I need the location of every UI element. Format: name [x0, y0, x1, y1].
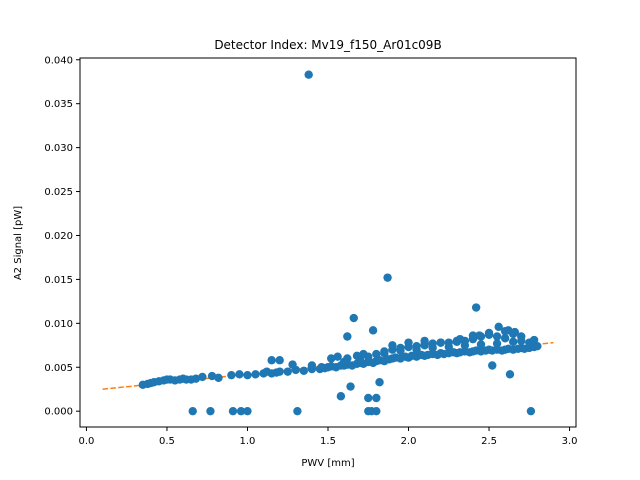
data-point — [508, 337, 518, 346]
x-tick-label: 3.0 — [562, 436, 578, 447]
data-point — [436, 338, 445, 347]
data-point — [388, 341, 397, 350]
data-point — [444, 342, 453, 352]
data-point — [299, 366, 309, 375]
x-tick-label: 1.0 — [240, 436, 256, 447]
data-point — [343, 354, 352, 363]
outlier-point — [375, 377, 384, 387]
data-point — [533, 341, 542, 351]
outlier-point — [349, 313, 358, 323]
data-point — [517, 336, 526, 346]
data-point — [207, 371, 217, 381]
y-tick-label: 0.030 — [44, 143, 73, 154]
outlier-point — [372, 406, 381, 416]
data-point — [327, 354, 336, 363]
data-point — [191, 374, 201, 383]
x-tick-label: 1.5 — [320, 436, 336, 447]
x-axis-label: PWV [mm] — [301, 458, 354, 469]
y-tick-label: 0.035 — [44, 99, 73, 110]
data-point — [275, 356, 284, 365]
data-point — [510, 327, 520, 337]
data-point — [428, 343, 437, 353]
data-point — [380, 349, 389, 358]
outlier-point — [368, 326, 378, 335]
points-layer — [138, 70, 542, 416]
y-tick-label: 0.020 — [44, 231, 73, 242]
outlier-point — [364, 393, 373, 403]
x-tick-label: 2.5 — [481, 436, 497, 447]
outlier-point — [383, 273, 392, 282]
data-point — [235, 370, 244, 379]
data-point — [484, 328, 494, 338]
y-axis-ticks: 0.000 0.005 0.010 0.015 0.020 0.025 0.030 0.035… — [44, 55, 80, 418]
data-point — [460, 341, 470, 350]
data-point — [500, 334, 510, 343]
data-point — [529, 335, 539, 345]
data-point — [267, 356, 276, 365]
outlier-point — [372, 393, 381, 403]
outlier-point — [228, 406, 238, 416]
outlier-point — [488, 361, 497, 370]
data-point — [372, 349, 381, 359]
data-point — [404, 338, 413, 347]
y-tick-label: 0.000 — [44, 407, 73, 418]
data-point — [412, 345, 421, 354]
data-point — [317, 363, 326, 372]
data-point — [275, 367, 284, 376]
outlier-point — [304, 70, 313, 79]
data-point — [214, 373, 223, 382]
outlier-point — [343, 332, 352, 341]
data-point — [504, 326, 513, 335]
y-tick-label: 0.010 — [44, 319, 73, 330]
x-tick-label: 0.5 — [159, 436, 175, 447]
data-point — [492, 332, 502, 341]
data-point — [455, 334, 465, 344]
outlier-point — [346, 382, 355, 391]
data-point — [243, 370, 252, 380]
data-point — [198, 372, 207, 382]
y-tick-label: 0.040 — [44, 55, 73, 66]
data-point — [476, 340, 486, 349]
data-point — [333, 352, 342, 361]
outlier-point — [505, 370, 515, 379]
outlier-point — [188, 406, 197, 416]
outlier-point — [526, 406, 536, 416]
x-tick-label: 0.0 — [78, 436, 94, 447]
data-point — [288, 360, 297, 369]
data-point — [251, 370, 260, 379]
x-tick-label: 2.0 — [401, 436, 417, 447]
x-axis-ticks: 0.0 0.5 1.0 1.5 2.0 2.5 3.0 — [78, 427, 578, 447]
data-point — [492, 339, 502, 348]
y-axis-label: A2 Signal [pW] — [13, 206, 24, 280]
data-point — [352, 351, 362, 361]
y-tick-label: 0.015 — [44, 275, 73, 286]
chart-title: Detector Index: Mv19_f150_Ar01c09B — [214, 38, 441, 52]
data-point — [468, 331, 478, 340]
outlier-point — [236, 406, 246, 416]
data-point — [475, 331, 484, 340]
outlier-point — [293, 406, 302, 416]
outlier-point — [336, 392, 346, 401]
data-point — [396, 346, 405, 355]
outlier-point — [243, 406, 252, 416]
plot-area — [80, 58, 576, 427]
data-point — [494, 322, 503, 332]
data-point — [420, 340, 429, 349]
data-point — [227, 370, 236, 380]
data-point — [359, 349, 368, 359]
outlier-point — [206, 406, 215, 416]
y-tick-label: 0.025 — [44, 187, 73, 198]
y-tick-label: 0.005 — [44, 363, 73, 374]
outlier-point — [471, 303, 481, 312]
data-point — [307, 361, 317, 370]
data-point — [283, 367, 292, 376]
